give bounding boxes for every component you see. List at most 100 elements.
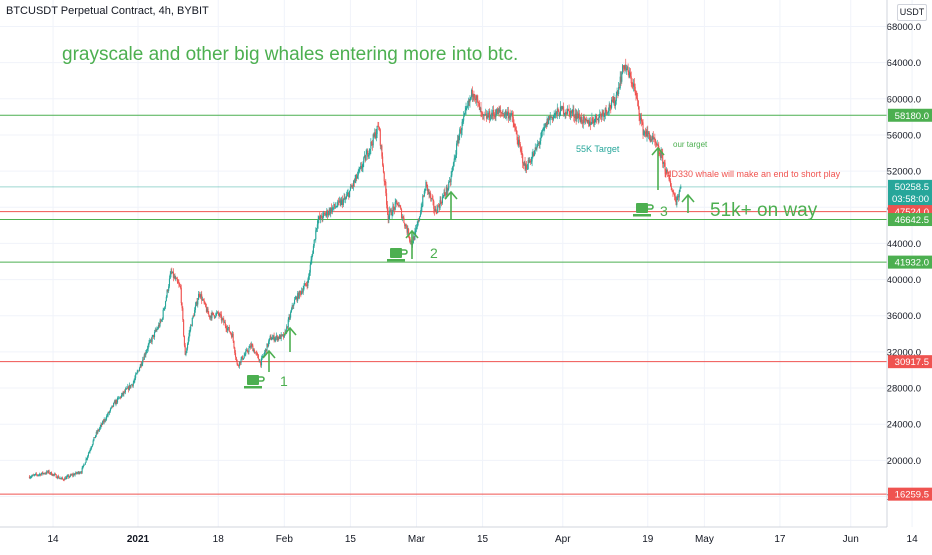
candle-body (522, 163, 525, 166)
candle-body (201, 299, 204, 301)
candle-body (80, 472, 82, 474)
price-level-tag[interactable] (888, 255, 932, 269)
candle-body (435, 209, 437, 213)
candle-body (87, 453, 89, 457)
candle-body (629, 72, 631, 78)
candle-body (260, 358, 263, 366)
candle-body (459, 129, 461, 136)
price-axis[interactable]: 16000.020000.024000.028000.032000.036000… (886, 0, 932, 527)
candle-body (563, 106, 565, 115)
candle-body (301, 291, 303, 295)
countdown-label: 03:58:00 (892, 194, 929, 205)
price-level-tag[interactable] (888, 108, 932, 122)
candle-body (90, 448, 92, 451)
candle-body (512, 116, 514, 123)
price-level-tag[interactable] (888, 487, 932, 501)
x-tick-label: May (695, 534, 714, 545)
candle-body (446, 187, 448, 192)
candle-body (651, 138, 653, 140)
candle-body (463, 113, 466, 117)
x-tick-label: Apr (555, 534, 571, 545)
candle-body (293, 304, 295, 306)
candle-body (356, 175, 359, 179)
candle-body (167, 290, 169, 291)
candle-body (275, 335, 278, 338)
candle-body (419, 216, 421, 221)
candle-body (504, 114, 506, 117)
candle-body (493, 114, 495, 116)
candle-body (371, 141, 373, 144)
candle-body (664, 162, 666, 171)
candle-body (128, 385, 130, 390)
candle-body (622, 65, 624, 68)
candle-body (157, 328, 159, 330)
candle-body (589, 121, 591, 126)
price-level-tag[interactable] (888, 179, 932, 206)
candle-body (564, 112, 566, 115)
candle-body (511, 113, 513, 114)
candle-body (454, 158, 456, 160)
candle-body (557, 108, 559, 112)
currency-selector[interactable]: USDT (897, 4, 927, 21)
candle-body (266, 343, 268, 352)
candle-body (63, 479, 65, 481)
x-tick-label: 17 (774, 534, 786, 545)
candle-body (521, 150, 523, 155)
candle-body (472, 93, 474, 97)
candle-body (300, 291, 302, 295)
candle-body (559, 106, 561, 116)
candle-body (275, 337, 277, 340)
price-level-tag[interactable] (888, 355, 932, 369)
candle-body (500, 110, 502, 113)
candle-body (554, 113, 556, 116)
candle-body (585, 119, 587, 121)
candle-body (288, 316, 290, 320)
candle-body (375, 133, 377, 139)
cup-saucer (387, 259, 405, 262)
candle-body (349, 186, 351, 191)
candle-body (48, 470, 50, 474)
candle-body (394, 202, 396, 210)
candle-body (398, 205, 400, 207)
candle-body (518, 139, 520, 146)
candle-body (464, 110, 466, 114)
price-level-tag[interactable] (888, 213, 932, 227)
candle-body (636, 98, 639, 101)
y-tick-label: 68000.0 (887, 22, 921, 33)
candle-body (217, 311, 219, 314)
candle-body (443, 192, 445, 196)
candle-body (616, 91, 618, 95)
candle-body (672, 191, 674, 193)
candle-body (474, 98, 477, 101)
candle-body (282, 334, 285, 338)
candle-body (611, 99, 613, 101)
candle-body (53, 474, 55, 475)
candle-body (673, 192, 675, 194)
chart-title: BTCUSDT Perpetual Contract, 4h, BYBIT (6, 5, 209, 17)
time-axis[interactable]: 14 2021 18 Feb 15 Mar 15 Apr 19 May 17 Jun 14 (0, 526, 918, 545)
candle-body (159, 320, 161, 327)
candle-body (399, 205, 401, 208)
candle-body (44, 473, 46, 475)
candle-body (393, 206, 395, 208)
candle-body (590, 123, 592, 126)
candle-body (569, 111, 571, 117)
y-tick-label: 52000.0 (887, 167, 921, 178)
candle-body (151, 336, 153, 342)
candle-body (496, 108, 498, 115)
candle-body (491, 113, 493, 117)
candle-body (408, 236, 410, 239)
candle-body (116, 400, 118, 403)
candle-body (231, 333, 233, 338)
candle-body (255, 352, 257, 354)
candle-body (604, 108, 606, 114)
arrow-head (681, 193, 695, 203)
candle-body (202, 299, 204, 301)
candle-body (50, 472, 52, 474)
candle-body (655, 142, 657, 144)
candle-body (267, 343, 269, 347)
candle-body (619, 76, 621, 88)
candle-body (593, 122, 595, 124)
